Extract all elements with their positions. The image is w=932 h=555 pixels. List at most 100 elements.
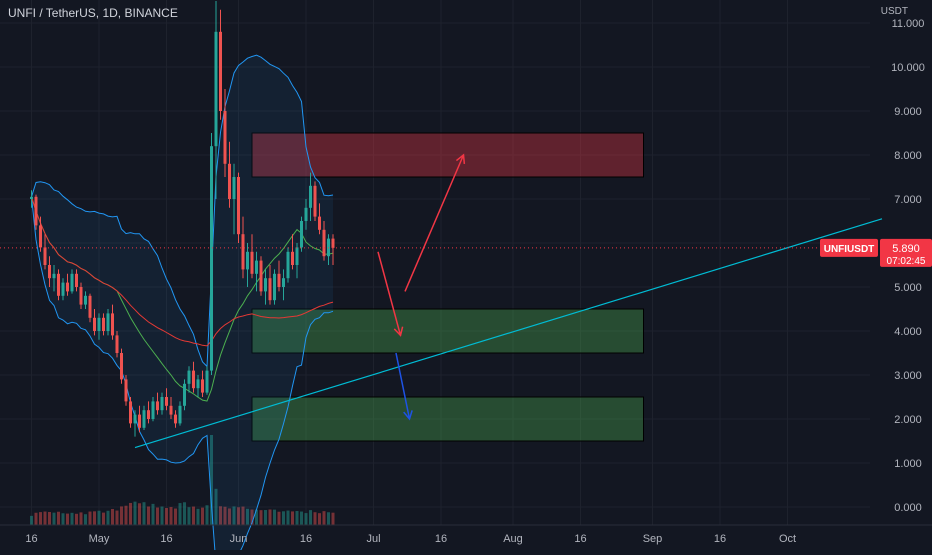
volume-bar [151,503,155,525]
candle-body[interactable] [318,216,321,230]
candle-body[interactable] [205,370,209,393]
candle-body[interactable] [156,401,159,411]
candle-body[interactable] [75,273,78,287]
candle-body[interactable] [187,370,191,384]
candle-body[interactable] [313,185,317,217]
volume-bar [192,506,195,525]
volume-bar [129,502,132,525]
candle-body[interactable] [183,383,186,406]
time-tick-label: Sep [643,533,663,545]
candle-body[interactable] [282,278,285,287]
volume-bar [282,511,285,525]
volume-bar [133,501,137,525]
candle-body[interactable] [259,260,263,292]
candle-body[interactable] [192,370,195,389]
candle-body[interactable] [237,177,240,235]
candle-body[interactable] [48,265,51,279]
candles[interactable] [30,1,335,437]
candle-body[interactable] [79,287,83,305]
candle-body[interactable] [34,196,38,226]
candle-body[interactable] [30,196,33,199]
ascending-trendline[interactable] [134,218,883,449]
candle-body[interactable] [295,247,299,265]
candle-body[interactable] [97,317,101,331]
candle-body[interactable] [178,405,182,424]
candle-body[interactable] [147,410,150,419]
candle-body[interactable] [102,317,105,331]
volume-bar [331,512,335,525]
demand-zone-upper[interactable] [251,308,644,354]
candle-body[interactable] [250,251,254,274]
symbol-title[interactable]: UNFI / TetherUS, 1D, BINANCE [8,6,178,20]
candle-body[interactable] [133,414,137,424]
candle-body[interactable] [304,207,308,221]
volume-bar [237,507,240,525]
volume-bar [142,502,146,525]
candle-body[interactable] [39,225,42,248]
candle-body[interactable] [138,414,141,428]
candle-body[interactable] [111,313,114,336]
candle-body[interactable] [106,313,110,331]
volume-bar [228,508,231,525]
candle-body[interactable] [124,379,128,402]
projection-down-arrow[interactable] [377,251,404,337]
candle-body[interactable] [120,353,123,380]
candle-body[interactable] [286,251,290,279]
candle-body[interactable] [70,273,74,292]
volume-bar [313,512,317,525]
candle-body[interactable] [151,401,155,419]
candle-body[interactable] [84,295,87,305]
candle-body[interactable] [174,414,177,424]
candle-body[interactable] [43,247,47,265]
candle-body[interactable] [228,163,231,199]
candle-body[interactable] [52,273,56,279]
volume-bar [210,435,213,525]
candle-body[interactable] [142,410,146,428]
supply-zone[interactable] [251,132,644,178]
candle-body[interactable] [219,31,222,111]
candle-body[interactable] [277,273,281,287]
candle-body[interactable] [165,397,168,406]
candle-body[interactable] [241,234,245,270]
candle-body[interactable] [115,335,119,353]
candle-body[interactable] [66,282,69,292]
candle-body[interactable] [264,278,267,292]
projection-up-arrow[interactable] [404,153,466,292]
candle-body[interactable] [160,397,164,411]
drawings[interactable] [0,153,883,449]
candle-body[interactable] [322,229,326,257]
candle-body[interactable] [331,238,335,248]
candle-body[interactable] [214,31,218,147]
candle-body[interactable] [255,260,258,274]
candle-body[interactable] [223,111,227,164]
candle-body[interactable] [291,251,294,265]
candle-body[interactable] [201,379,204,393]
candle-body[interactable] [273,273,276,301]
volume-bar [124,505,128,525]
zones[interactable] [251,132,644,442]
candle-body[interactable] [57,273,60,296]
candle-body[interactable] [61,282,65,296]
candle-body[interactable] [93,317,96,331]
candle-body[interactable] [246,251,249,270]
time-tick-label: Oct [779,533,796,545]
candle-body[interactable] [129,401,132,424]
candle-body[interactable] [300,221,303,248]
candle-body[interactable] [210,146,213,371]
candle-body[interactable] [169,405,173,415]
candle-body[interactable] [196,379,200,389]
candle-body[interactable] [268,278,272,301]
price-tick-label: 10.000 [891,62,925,74]
volume-bar [304,513,308,525]
time-axis[interactable]: 16 May 16 Jun 16 Jul 16 Aug 16 Sep 16 Oct [0,524,932,545]
candle-body[interactable] [232,177,236,199]
breakdown-arrow[interactable] [395,352,413,421]
candle-body[interactable] [309,185,312,208]
demand-zone-lower[interactable] [251,396,644,442]
volume-bar [277,511,281,525]
price-axis[interactable]: 0.0001.0002.0003.0004.0005.0006.0007.000… [820,18,932,514]
candle-body[interactable] [88,295,92,318]
